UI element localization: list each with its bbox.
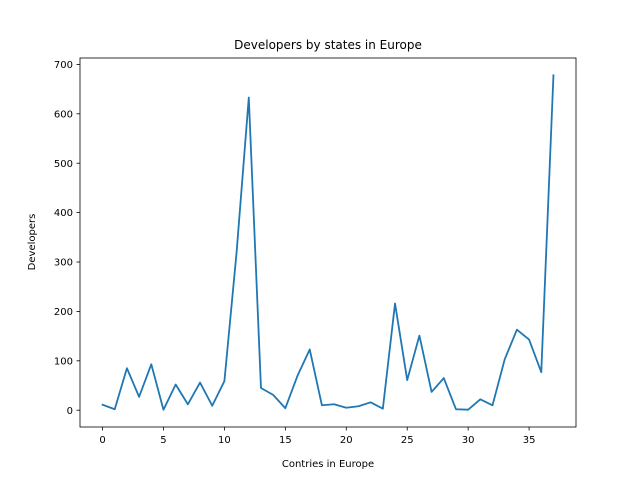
x-tick-label: 35 — [523, 435, 536, 446]
x-tick-label: 15 — [279, 435, 292, 446]
x-tick-label: 0 — [99, 435, 105, 446]
y-tick-label: 300 — [54, 258, 73, 269]
y-tick-label: 100 — [54, 356, 73, 367]
y-tick-label: 700 — [54, 60, 73, 71]
y-axis-label: Developers — [27, 214, 38, 271]
y-tick-label: 0 — [67, 406, 73, 417]
series-layer — [101, 74, 555, 411]
y-tick-label: 400 — [54, 208, 73, 219]
x-tick-label: 10 — [218, 435, 231, 446]
y-tick-label: 500 — [54, 159, 73, 170]
y-tick-label: 600 — [54, 109, 73, 120]
x-axis-label: Contries in Europe — [282, 459, 374, 470]
x-axis-ticks: 0 5 10 15 20 25 30 35 — [99, 427, 535, 446]
chart-title: Developers by states in Europe — [234, 38, 422, 52]
x-tick-label: 5 — [160, 435, 166, 446]
x-tick-label: 25 — [401, 435, 414, 446]
series-line-developers — [101, 74, 555, 411]
y-axis-ticks: 0 100 200 300 400 500 600 700 — [54, 60, 80, 417]
plot-area-frame — [79, 57, 577, 428]
x-tick-label: 30 — [462, 435, 475, 446]
y-tick-label: 200 — [54, 307, 73, 318]
x-tick-label: 20 — [340, 435, 353, 446]
